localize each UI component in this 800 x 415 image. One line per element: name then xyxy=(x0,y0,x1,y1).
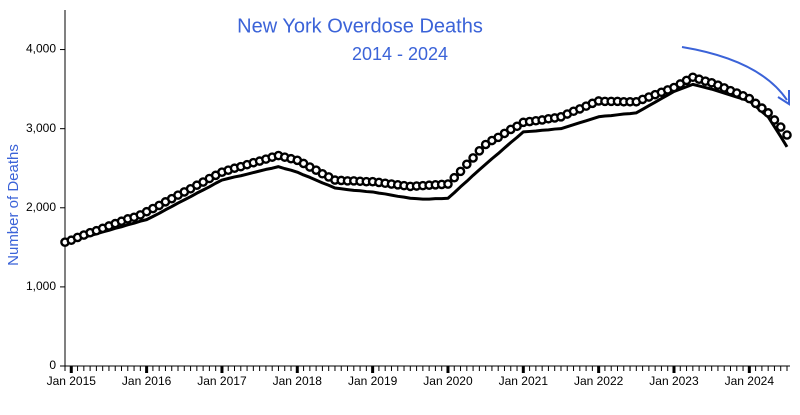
y-tick-label: 2,000 xyxy=(26,200,56,214)
y-tick-label: 3,000 xyxy=(26,121,56,135)
x-tick-label: Jan 2017 xyxy=(197,374,247,388)
data-point xyxy=(750,98,761,109)
arrow-shaft xyxy=(681,46,788,101)
data-point xyxy=(782,130,792,140)
x-tick-label: Jan 2015 xyxy=(47,374,97,388)
x-tick xyxy=(446,366,450,373)
data-point xyxy=(775,122,786,132)
data-point xyxy=(462,159,472,170)
x-tick xyxy=(371,366,375,373)
series-line xyxy=(64,82,789,245)
chart-title: New York Overdose Deaths xyxy=(237,15,483,37)
data-point xyxy=(449,172,460,183)
data-point xyxy=(455,166,466,177)
data-point xyxy=(744,93,755,104)
x-tick-label: Jan 2016 xyxy=(122,374,172,388)
y-axis-label: Number of Deaths xyxy=(5,144,22,266)
data-point xyxy=(468,153,478,163)
data-point xyxy=(474,146,485,156)
x-tick xyxy=(69,366,73,373)
y-tick-label: 0 xyxy=(49,358,56,372)
data-point xyxy=(443,179,453,189)
data-point xyxy=(757,103,767,113)
y-tick-label: 4,000 xyxy=(26,42,56,56)
x-tick xyxy=(220,366,224,373)
x-tick xyxy=(521,366,525,373)
x-tick-label: Jan 2019 xyxy=(348,374,398,388)
x-tick-label: Jan 2024 xyxy=(725,374,775,388)
trend-arrow xyxy=(681,46,790,106)
x-tick-label: Jan 2022 xyxy=(574,374,624,388)
x-tick xyxy=(597,366,601,373)
x-tick xyxy=(295,366,299,373)
x-tick-label: Jan 2021 xyxy=(499,374,549,388)
chart-subtitle: 2014 - 2024 xyxy=(352,44,448,64)
data-point xyxy=(769,115,780,125)
y-tick-label: 1,000 xyxy=(26,279,56,293)
x-tick xyxy=(747,366,751,373)
arrow-head xyxy=(777,90,790,106)
x-tick-label: Jan 2018 xyxy=(273,374,323,388)
x-tick xyxy=(145,366,149,373)
x-tick-label: Jan 2023 xyxy=(649,374,699,388)
x-tick-label: Jan 2020 xyxy=(423,374,473,388)
x-tick xyxy=(672,366,676,373)
data-point xyxy=(763,108,773,118)
